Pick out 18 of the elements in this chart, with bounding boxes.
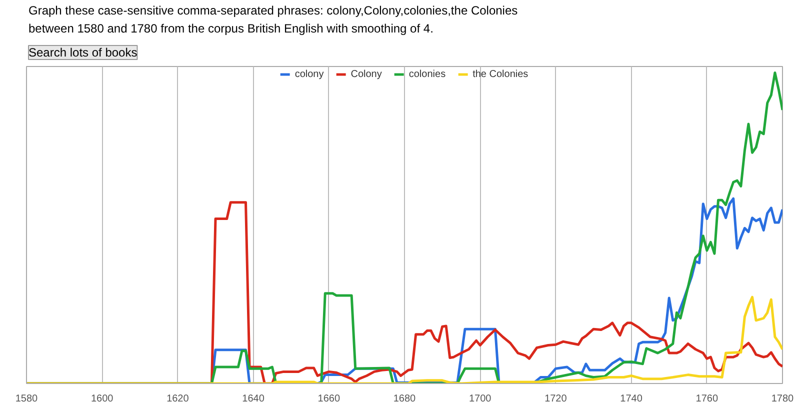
text: between 1580 and 1780 from the corpus British English with smoothing of 4. (28, 22, 434, 36)
x-tick-label: 1760 (696, 394, 718, 404)
x-tick-label: 1660 (318, 394, 340, 404)
x-tick-label: 1720 (544, 394, 568, 404)
legend-label: colonies (408, 68, 446, 80)
x-tick-label: 1780 (771, 394, 794, 404)
x-tick-label: 1580 (15, 394, 38, 404)
legend-label: Colony (350, 68, 382, 80)
x-tick-label: 1700 (468, 394, 492, 404)
legend-label: colony (294, 68, 324, 80)
x-tick-label: 1640 (242, 394, 265, 404)
x-tick-label: 1740 (620, 394, 643, 404)
x-tick-label: 1620 (166, 394, 190, 404)
legend-label: the Colonies (472, 68, 528, 80)
text: Graph these case-sensitive comma-separated phrases: colony,Colony,colonies,the Colonies (28, 4, 518, 18)
x-tick-label: 1680 (393, 394, 416, 404)
x-tick-label: 1600 (90, 394, 114, 404)
text: Search lots of books (28, 46, 138, 60)
